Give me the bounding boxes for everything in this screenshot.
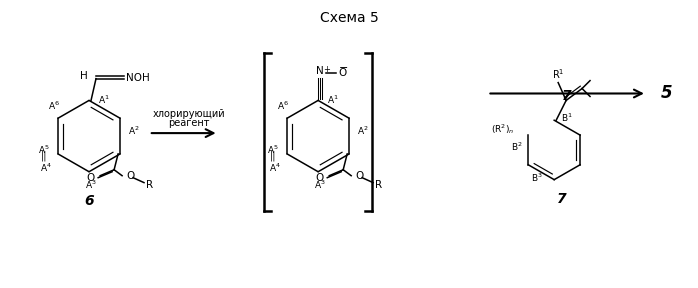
Text: B$^2$: B$^2$: [511, 141, 522, 154]
Text: H: H: [80, 71, 88, 81]
Text: A$^1$: A$^1$: [98, 93, 110, 106]
Text: A$^5$: A$^5$: [267, 144, 279, 156]
Text: A$^3$: A$^3$: [314, 179, 326, 191]
Text: 6: 6: [84, 194, 94, 209]
Text: ||: ||: [270, 151, 276, 161]
Text: A$^2$: A$^2$: [357, 124, 369, 137]
Text: 7: 7: [563, 89, 572, 103]
Text: N: N: [316, 66, 324, 76]
Text: R: R: [375, 180, 383, 190]
Text: R$^1$: R$^1$: [552, 67, 565, 81]
Text: Схема 5: Схема 5: [320, 11, 378, 25]
Text: O: O: [126, 171, 134, 181]
Text: R: R: [146, 180, 153, 190]
Text: O: O: [355, 171, 364, 181]
Text: A$^4$: A$^4$: [269, 162, 281, 174]
Text: B$^1$: B$^1$: [561, 112, 573, 124]
Text: 5: 5: [661, 84, 673, 103]
Text: NOH: NOH: [126, 73, 149, 83]
Text: O: O: [338, 68, 346, 78]
Text: B$^3$: B$^3$: [531, 172, 543, 184]
Text: A$^6$: A$^6$: [277, 100, 289, 112]
Text: хлорирующий: хлорирующий: [152, 109, 225, 119]
Text: A$^2$: A$^2$: [128, 124, 140, 137]
Text: A$^3$: A$^3$: [85, 179, 97, 191]
Text: −: −: [339, 63, 349, 73]
Text: 7: 7: [557, 192, 567, 206]
Text: ||: ||: [40, 151, 47, 161]
Text: A$^5$: A$^5$: [38, 144, 50, 156]
Text: O: O: [315, 173, 323, 183]
Text: O: O: [86, 173, 94, 183]
Text: реагент: реагент: [168, 118, 209, 128]
Text: A$^1$: A$^1$: [327, 93, 339, 106]
Text: A$^6$: A$^6$: [48, 100, 60, 112]
Text: (R$^2$)$_n$: (R$^2$)$_n$: [491, 122, 514, 136]
Text: +: +: [324, 65, 331, 74]
Text: A$^4$: A$^4$: [40, 162, 52, 174]
